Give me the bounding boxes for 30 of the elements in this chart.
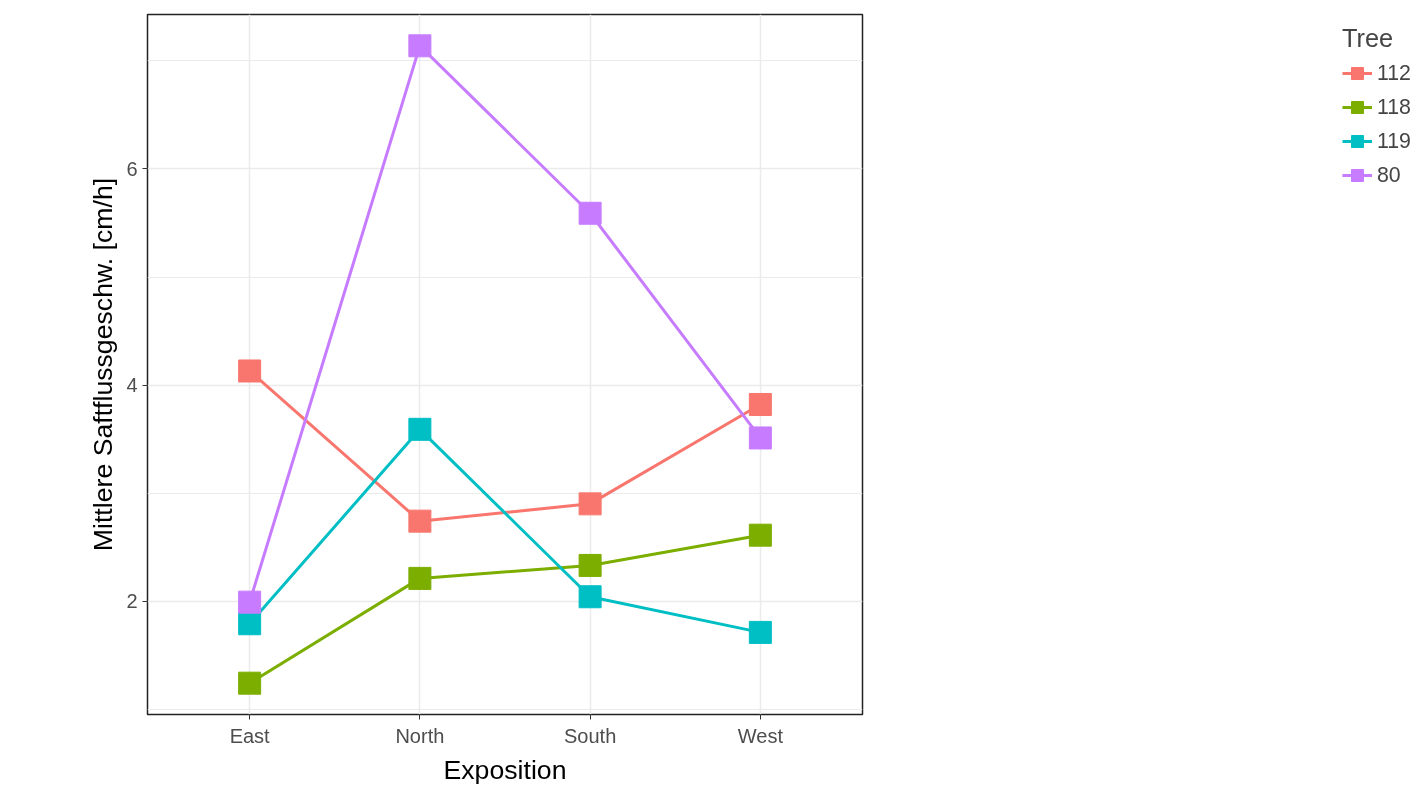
y-axis-title: Mittlere Saftflussgeschw. [cm/h] xyxy=(88,177,119,552)
point xyxy=(238,590,262,614)
point xyxy=(408,34,432,58)
point xyxy=(748,426,772,450)
point xyxy=(238,359,262,383)
point xyxy=(578,201,602,225)
x-axis-title: Exposition xyxy=(443,754,567,785)
x-tick-label: West xyxy=(737,724,784,747)
point xyxy=(238,612,262,636)
point xyxy=(748,523,772,547)
point xyxy=(238,671,262,695)
point xyxy=(408,566,432,590)
point xyxy=(748,392,772,416)
legend-label: 80 xyxy=(1376,162,1401,188)
point xyxy=(408,417,432,441)
point xyxy=(578,492,602,516)
legend-label: 112 xyxy=(1376,60,1411,86)
point xyxy=(578,553,602,577)
y-tick-label: 4 xyxy=(126,374,138,397)
x-tick-label: East xyxy=(229,724,271,747)
x-tick-label: North xyxy=(395,724,445,747)
y-tick-label: 2 xyxy=(126,590,138,613)
legend-label: 118 xyxy=(1376,94,1411,120)
point xyxy=(748,620,772,644)
x-tick-label: South xyxy=(563,724,617,747)
legend-title: Tree xyxy=(1341,24,1395,53)
point xyxy=(408,509,432,533)
legend-label: 119 xyxy=(1376,128,1411,154)
y-tick-label: 6 xyxy=(126,157,138,180)
point xyxy=(578,585,602,609)
